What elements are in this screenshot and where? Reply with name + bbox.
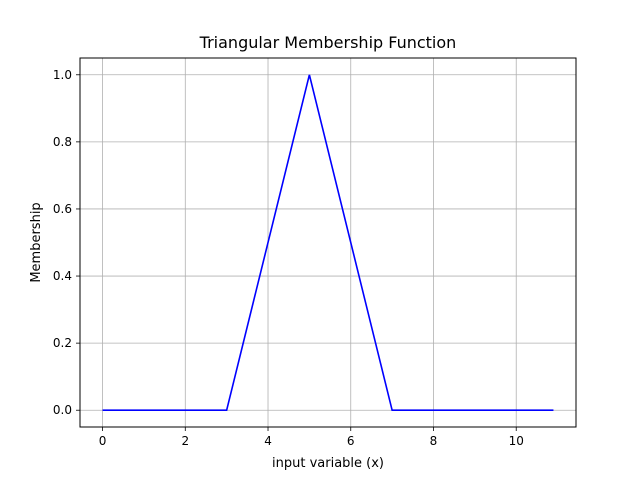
x-axis-label: input variable (x) bbox=[272, 456, 384, 471]
chart-title: Triangular Membership Function bbox=[199, 33, 457, 52]
ticks: 0 2 4 6 8 10 0.0 0.2 0.4 0.6 0.8 1.0 bbox=[53, 68, 524, 448]
x-tick-label: 4 bbox=[264, 434, 272, 448]
y-axis-label: Membership bbox=[29, 202, 44, 282]
series-line bbox=[102, 74, 554, 412]
axes-frame bbox=[79, 57, 577, 428]
y-tick-label: 0.2 bbox=[53, 336, 72, 350]
y-tick-label: 1.0 bbox=[53, 68, 72, 82]
y-tick-label: 0.4 bbox=[53, 269, 72, 283]
y-tick-label: 0.8 bbox=[53, 135, 72, 149]
x-tick-label: 10 bbox=[509, 434, 524, 448]
plot-area bbox=[102, 74, 554, 412]
y-tick-label: 0.0 bbox=[53, 403, 72, 417]
x-tick-label: 6 bbox=[347, 434, 355, 448]
x-tick-label: 8 bbox=[430, 434, 438, 448]
x-tick-label: 0 bbox=[99, 434, 107, 448]
x-tick-label: 2 bbox=[181, 434, 189, 448]
y-tick-label: 0.6 bbox=[53, 202, 72, 216]
